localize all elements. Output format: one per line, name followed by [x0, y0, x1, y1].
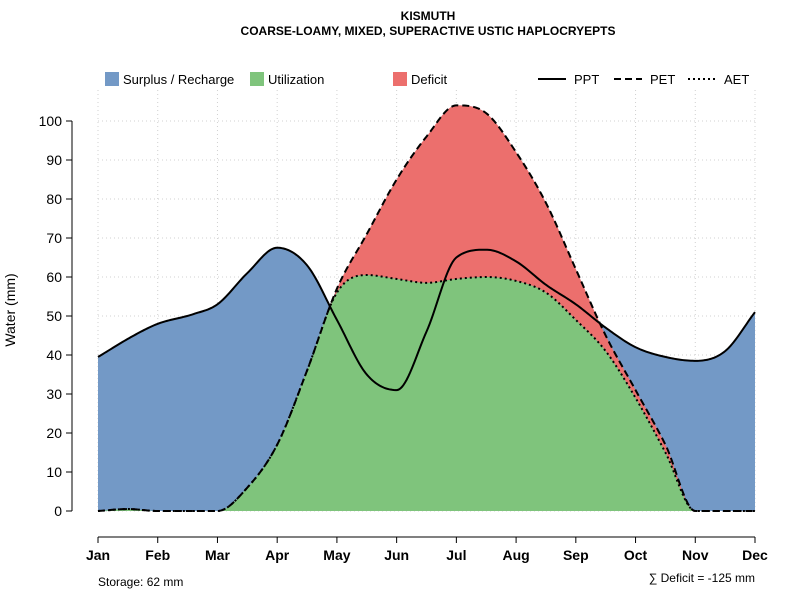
x-tick-label: Apr [265, 547, 290, 563]
y-tick-label: 100 [39, 113, 63, 129]
x-tick-label: Jul [446, 547, 466, 563]
legend-label: PPT [574, 72, 599, 87]
y-tick-label: 30 [46, 386, 62, 402]
chart-title: KISMUTH [401, 9, 456, 23]
legend-swatch [393, 72, 407, 86]
areas [98, 105, 755, 512]
y-tick-label: 90 [46, 152, 62, 168]
y-tick-label: 0 [54, 503, 62, 519]
x-tick-label: Jan [86, 547, 110, 563]
x-tick-label: Jun [384, 547, 409, 563]
pet-line [97, 104, 755, 512]
utilization-area [98, 275, 755, 511]
legend-swatch [105, 72, 119, 86]
legend: Surplus / Recharge Utilization Deficit PPT P… [105, 72, 749, 87]
y-tick-label: 80 [46, 191, 62, 207]
y-tick-label: 50 [46, 308, 62, 324]
deficit-note: ∑ Deficit = -125 mm [649, 571, 755, 585]
x-tick-label: Feb [145, 547, 170, 563]
x-tick-label: Dec [742, 547, 768, 563]
y-tick-label: 40 [46, 347, 62, 363]
x-tick-label: Sep [563, 547, 589, 563]
x-tick-label: Mar [205, 547, 230, 563]
storage-note: Storage: 62 mm [98, 575, 183, 589]
legend-label: Utilization [268, 72, 324, 87]
y-tick-label: 60 [46, 269, 62, 285]
x-tick-label: Oct [624, 547, 648, 563]
legend-label: Surplus / Recharge [123, 72, 234, 87]
x-tick-label: Aug [502, 547, 529, 563]
legend-label: Deficit [411, 72, 448, 87]
x-tick-label: May [323, 547, 350, 563]
legend-swatch [250, 72, 264, 86]
aet-line [97, 274, 755, 512]
deficit-area [98, 105, 755, 512]
chart-subtitle: COARSE-LOAMY, MIXED, SUPERACTIVE USTIC H… [241, 24, 616, 38]
series-lines [97, 104, 756, 512]
y-tick-label: 70 [46, 230, 62, 246]
x-tick-label: Nov [682, 547, 709, 563]
ppt-line [97, 246, 756, 392]
legend-label: AET [724, 72, 749, 87]
y-tick-label: 20 [46, 425, 62, 441]
axes: 0 10 20 30 40 50 60 70 80 90 100 Jan Feb Mar Apr May Jun… [39, 113, 768, 563]
y-axis-label: Water (mm) [2, 273, 18, 346]
y-tick-label: 10 [46, 464, 62, 480]
legend-label: PET [650, 72, 675, 87]
